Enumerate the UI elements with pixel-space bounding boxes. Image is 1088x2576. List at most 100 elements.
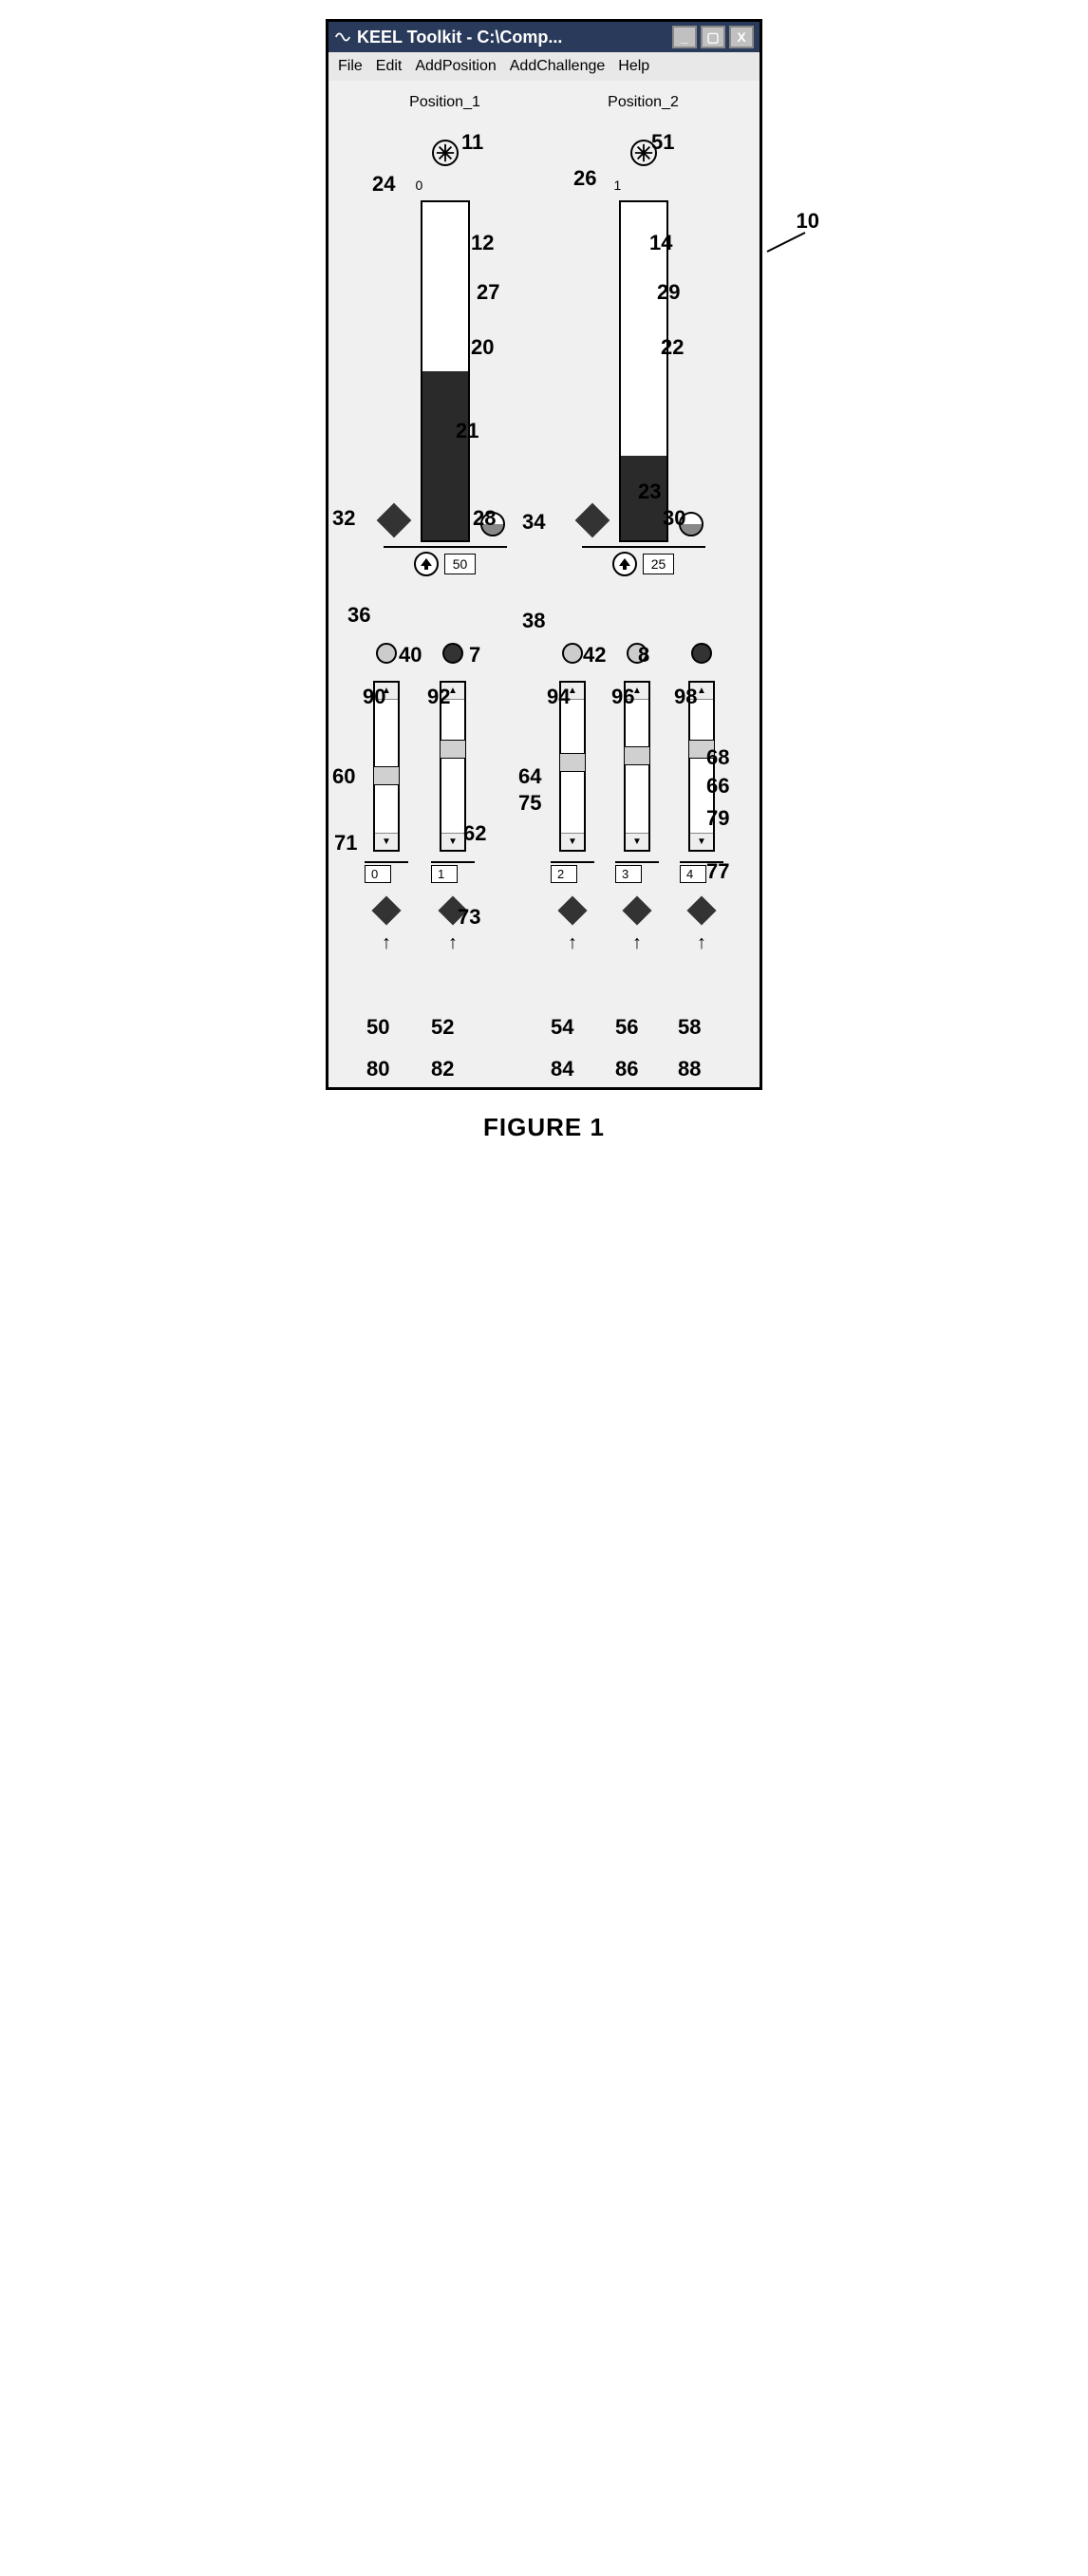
- position-label-0: Position_1: [409, 94, 480, 111]
- slider-track-1[interactable]: [441, 700, 464, 833]
- slider-diamond-4[interactable]: [686, 895, 716, 925]
- annot-54: 54: [551, 1015, 573, 1040]
- window-button-group: _ ▢ X: [672, 26, 754, 48]
- slider-widget-2[interactable]: ▲ ▼: [559, 681, 586, 852]
- annot-arrow-10: [762, 228, 810, 256]
- slider-thumb-2[interactable]: [559, 753, 586, 772]
- slider-widget-4[interactable]: ▲ ▼: [688, 681, 715, 852]
- slider-track-0[interactable]: [375, 700, 398, 833]
- slider-col-3: ▲ ▼ 3 ↑: [615, 643, 659, 954]
- slider-index-3[interactable]: 3: [615, 865, 642, 883]
- positions-row: Position_1 0: [346, 94, 742, 576]
- menu-addposition[interactable]: AddPosition: [415, 58, 496, 75]
- slider-widget-1[interactable]: ▲ ▼: [440, 681, 466, 852]
- figure-caption: FIGURE 1: [483, 1113, 605, 1142]
- slider-diamond-2[interactable]: [557, 895, 587, 925]
- slider-index-row-2: 2: [551, 861, 594, 883]
- half-circle-icon-0[interactable]: [480, 512, 505, 536]
- slider-index-0[interactable]: 0: [365, 865, 391, 883]
- annot-52: 52: [431, 1015, 454, 1040]
- slider-track-4[interactable]: [690, 700, 713, 833]
- slider-index-row-3: 3: [615, 861, 659, 883]
- menu-bar: File Edit AddPosition AddChallenge Help: [328, 52, 760, 81]
- annot-36: 36: [347, 603, 370, 628]
- slider-thumb-0[interactable]: [373, 766, 400, 785]
- menu-addchallenge[interactable]: AddChallenge: [510, 58, 606, 75]
- half-circle-icon-1[interactable]: [679, 512, 703, 536]
- slider-diamond-1[interactable]: [438, 895, 467, 925]
- slider-index-row-0: 0: [365, 861, 408, 883]
- menu-help[interactable]: Help: [618, 58, 649, 75]
- bar-index-1: 1: [614, 178, 622, 193]
- slider-col-4: ▲ ▼ 4 ↑: [680, 643, 723, 954]
- slider-index-1[interactable]: 1: [431, 865, 458, 883]
- slider-up-btn-0[interactable]: ▲: [375, 683, 398, 700]
- slider-down-btn-0[interactable]: ▼: [375, 833, 398, 850]
- position-block-0: Position_1 0: [360, 94, 531, 576]
- minimize-button[interactable]: _: [672, 26, 697, 48]
- slider-thumb-1[interactable]: [440, 740, 466, 759]
- annot-38: 38: [522, 609, 545, 633]
- asterisk-icon-0[interactable]: [432, 140, 459, 166]
- slider-index-row-4: 4: [680, 861, 723, 883]
- annot-80: 80: [366, 1057, 389, 1081]
- main-window: KEEL Toolkit - C:\Comp... _ ▢ X File Edi…: [326, 19, 762, 1090]
- slider-up-btn-2[interactable]: ▲: [561, 683, 584, 700]
- sliders-section: ▲ ▼ 0 ↑ ▲: [346, 643, 742, 954]
- slider-arrow-icon-0: ↑: [382, 932, 391, 954]
- slider-widget-0[interactable]: ▲ ▼: [373, 681, 400, 852]
- slider-diamond-0[interactable]: [371, 895, 401, 925]
- menu-file[interactable]: File: [338, 58, 363, 75]
- slider-widget-3[interactable]: ▲ ▼: [624, 681, 650, 852]
- up-arrow-button-0[interactable]: [414, 552, 439, 576]
- slider-up-btn-4[interactable]: ▲: [690, 683, 713, 700]
- slider-group-left: ▲ ▼ 0 ↑ ▲: [365, 643, 475, 954]
- menu-edit[interactable]: Edit: [376, 58, 403, 75]
- bar-outer-1[interactable]: [619, 200, 668, 542]
- annot-88: 88: [678, 1057, 701, 1081]
- maximize-icon: ▢: [706, 29, 719, 46]
- slider-up-btn-3[interactable]: ▲: [626, 683, 648, 700]
- close-icon: X: [737, 29, 745, 45]
- slider-dot-3[interactable]: [627, 643, 647, 664]
- bar-fill-0: [422, 371, 468, 540]
- bar-outer-0[interactable]: [421, 200, 470, 542]
- close-button[interactable]: X: [729, 26, 754, 48]
- slider-index-2[interactable]: 2: [551, 865, 577, 883]
- slider-dot-4[interactable]: [691, 643, 712, 664]
- slider-dot-0[interactable]: [376, 643, 397, 664]
- slider-index-row-1: 1: [431, 861, 475, 883]
- slider-down-btn-4[interactable]: ▼: [690, 833, 713, 850]
- minimize-icon: _: [681, 29, 688, 45]
- slider-arrow-icon-3: ↑: [632, 932, 642, 954]
- annot-10: 10: [797, 209, 819, 234]
- slider-down-btn-3[interactable]: ▼: [626, 833, 648, 850]
- slider-dot-2[interactable]: [562, 643, 583, 664]
- slider-col-1: ▲ ▼ 1 ↑: [431, 643, 475, 954]
- value-box-0[interactable]: 50: [444, 554, 477, 574]
- app-icon: [334, 28, 351, 46]
- slider-arrow-icon-1: ↑: [448, 932, 458, 954]
- bar-bottom-row-1: 25: [582, 546, 705, 576]
- bar-bottom-row-0: 50: [384, 546, 507, 576]
- up-arrow-button-1[interactable]: [612, 552, 637, 576]
- slider-up-btn-1[interactable]: ▲: [441, 683, 464, 700]
- asterisk-icon-1[interactable]: [630, 140, 657, 166]
- annot-58: 58: [678, 1015, 701, 1040]
- slider-thumb-4[interactable]: [688, 740, 715, 759]
- slider-dot-1[interactable]: [442, 643, 463, 664]
- value-box-1[interactable]: 25: [643, 554, 675, 574]
- diamond-icon-0[interactable]: [376, 503, 411, 538]
- slider-track-2[interactable]: [561, 700, 584, 833]
- slider-arrow-icon-2: ↑: [568, 932, 577, 954]
- bar-area-1: 1: [572, 181, 715, 542]
- slider-down-btn-2[interactable]: ▼: [561, 833, 584, 850]
- slider-thumb-3[interactable]: [624, 746, 650, 765]
- slider-track-3[interactable]: [626, 700, 648, 833]
- annot-50: 50: [366, 1015, 389, 1040]
- slider-diamond-3[interactable]: [622, 895, 651, 925]
- maximize-button[interactable]: ▢: [701, 26, 725, 48]
- slider-index-4[interactable]: 4: [680, 865, 706, 883]
- slider-down-btn-1[interactable]: ▼: [441, 833, 464, 850]
- diamond-icon-1[interactable]: [574, 503, 610, 538]
